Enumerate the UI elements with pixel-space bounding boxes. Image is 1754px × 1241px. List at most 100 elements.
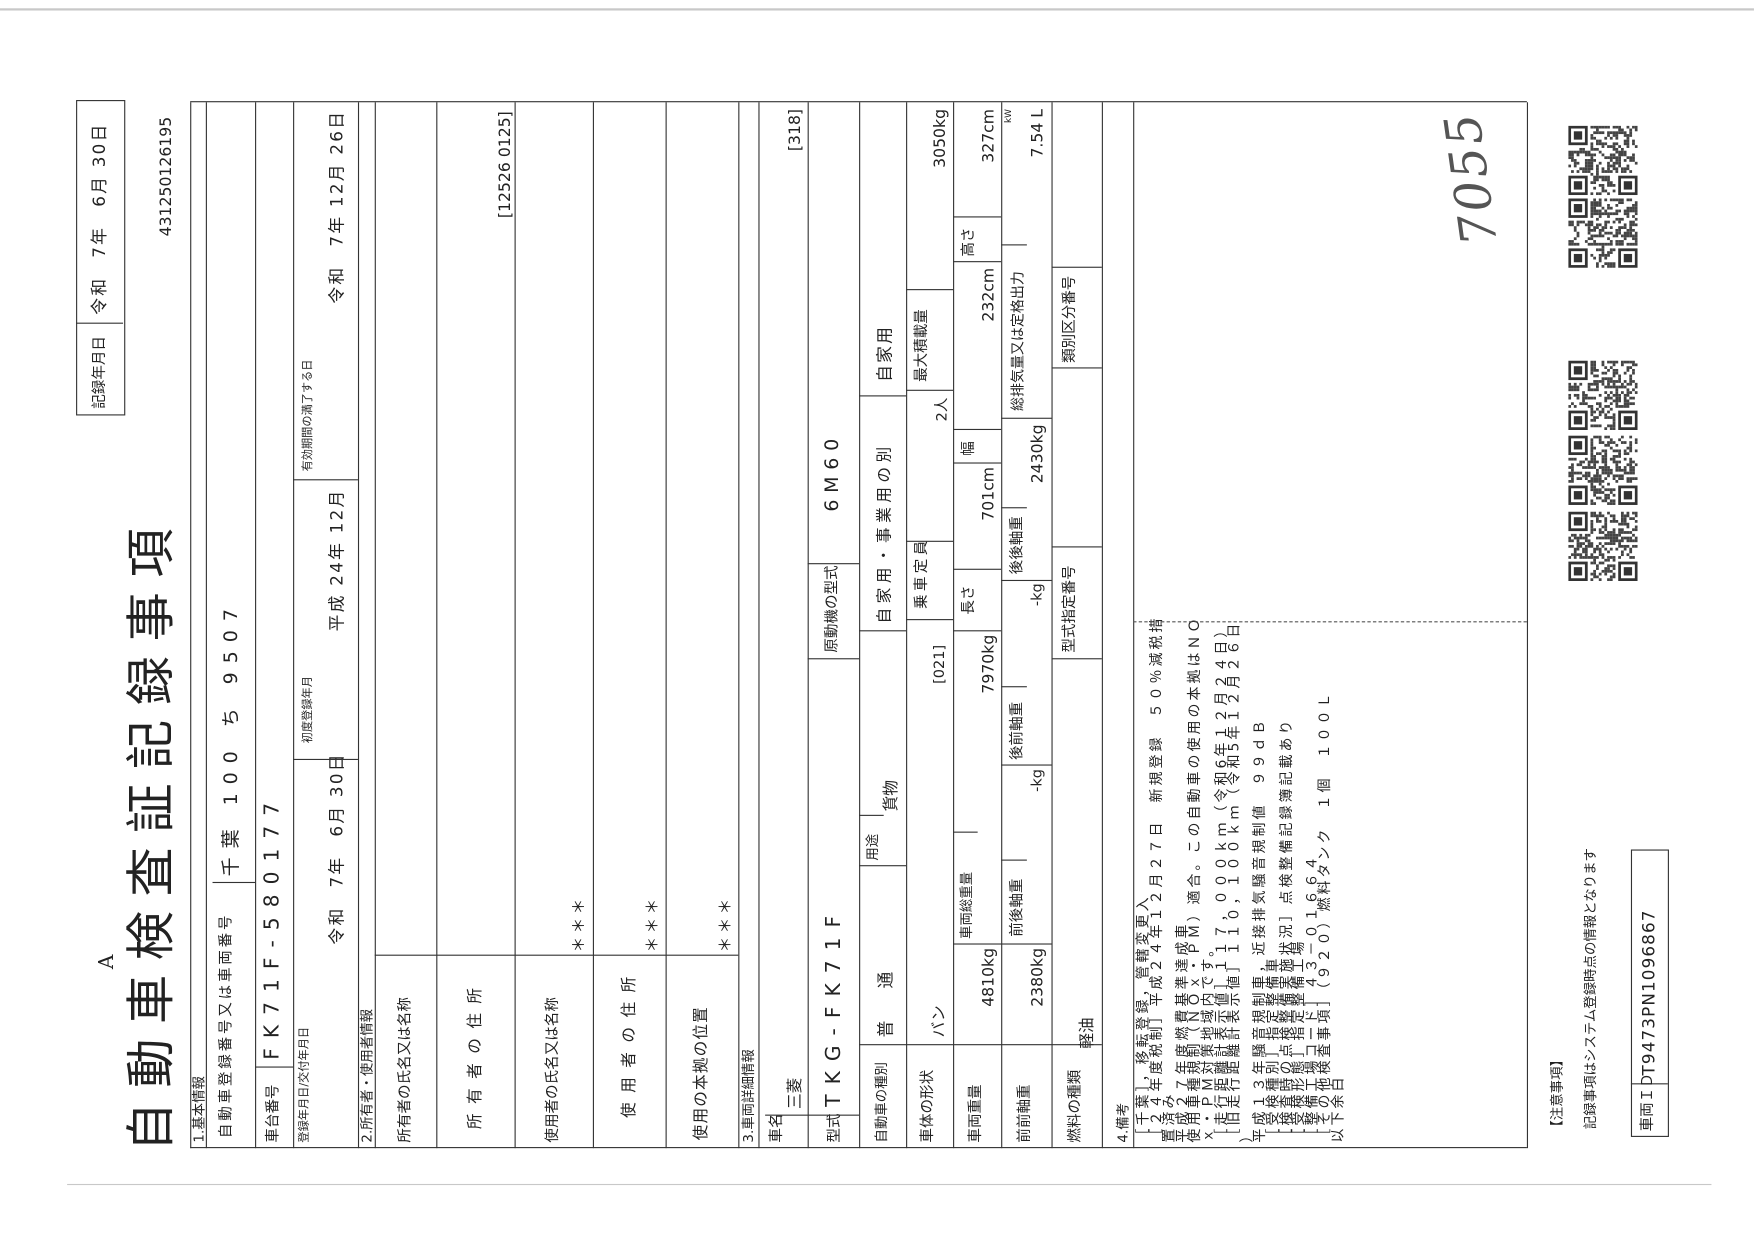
table-rule [953, 428, 1002, 431]
table-rule [514, 102, 516, 1149]
private-business-value: 自家用 [874, 324, 895, 382]
rr-axle-label: 後後軸重 [1008, 516, 1026, 575]
table-rule [1001, 859, 1027, 861]
registration-label: 自動車登録番号又は車両番号 [218, 912, 235, 1139]
model-value: TKG-FK71F [822, 905, 846, 1107]
table-rule [807, 102, 809, 1149]
table-rule [807, 562, 860, 565]
form-letter: A [95, 954, 119, 970]
capacity-value: 2人 [934, 397, 951, 422]
type-approval-label: 型式指定番号 [1061, 565, 1079, 653]
vehicle-class-value: 普 通 [875, 958, 896, 1038]
scan-edge [0, 8, 1754, 11]
table-rule [859, 814, 884, 816]
notice-heading: 【注意事項】 [1549, 1053, 1565, 1134]
table-rule [859, 395, 907, 397]
first-registration-label: 初度登録年月 [302, 676, 315, 744]
table-rule [906, 618, 954, 621]
car-name-value: 三菱 [786, 1077, 805, 1110]
ff-axle-label: 前前軸重 [1016, 1084, 1034, 1143]
width-value: 232cm [979, 267, 998, 322]
table-rule [1051, 546, 1102, 548]
user-name-value: ＊＊＊ [570, 895, 589, 953]
handwritten-note: 7055 [1433, 108, 1510, 249]
table-rule [953, 630, 1002, 632]
table-rule [1001, 685, 1027, 688]
remarks-line: 以下余白 [1328, 1074, 1346, 1143]
private-business-label: 自家用・事業用の別 [875, 442, 894, 624]
record-date-value: 令和 7年 6月 30日 [89, 122, 110, 315]
vehicle-weight-label: 車両重量 [967, 1084, 985, 1143]
table-rule [807, 657, 860, 660]
table-rule [1051, 266, 1102, 268]
table-rule [906, 288, 954, 291]
table-rule [953, 943, 1052, 945]
table-rule [758, 102, 760, 1149]
fr-axle-value: -kg [1029, 768, 1046, 792]
length-label: 長さ [960, 585, 978, 615]
body-shape-value: バン [930, 1005, 949, 1038]
capacity-label: 乗車定員 [913, 537, 931, 609]
table-rule [374, 954, 739, 956]
owner-name-label: 所有者の氏名又は名称 [397, 997, 414, 1143]
displacement-label: 総排気量又は定格出力 [1008, 271, 1026, 411]
table-rule [906, 102, 908, 1149]
gross-weight-value: 7970kg [979, 634, 998, 694]
owner-code: [12526 0125] [496, 111, 515, 219]
qr-code [1568, 435, 1638, 505]
gross-weight-label: 車両総重量 [958, 871, 975, 939]
table-rule [293, 758, 358, 761]
height-value: 327cm [979, 108, 998, 163]
table-rule [1526, 102, 1529, 1149]
max-load-value: 3050kg [931, 108, 950, 168]
table-rule [190, 100, 1527, 103]
use-value: 貨物 [882, 780, 901, 812]
section-remarks-heading: 4.備考 [1115, 1102, 1131, 1143]
engine-model-label: 原動機の型式 [824, 565, 842, 653]
user-name-label: 使用者の氏名又は名称 [544, 997, 562, 1143]
qr-code [1568, 360, 1638, 431]
record-date-label: 記録年月日 [91, 336, 109, 409]
table-rule [859, 864, 907, 867]
table-rule [190, 102, 192, 1149]
table-rule [1001, 244, 1027, 246]
table-rule [1001, 764, 1052, 766]
qr-code [1568, 198, 1638, 268]
rf-axle-value: -kg [1029, 583, 1046, 607]
table-rule [1051, 367, 1102, 369]
base-location-value: ＊＊＊ [717, 895, 735, 953]
table-rule [953, 260, 1002, 263]
notice-text: 記録事項はシステム登録時点の情報となります [1582, 848, 1599, 1130]
table-rule [859, 1043, 1102, 1046]
registration-value: 千葉 100 ち 9507 [220, 600, 243, 877]
table-rule [953, 216, 1002, 218]
table-rule [1001, 506, 1027, 509]
table-rule [255, 1066, 294, 1068]
table-rule [357, 102, 360, 1149]
rr-axle-value: 2430kg [1029, 424, 1048, 484]
displacement-value: 7.54 L [1029, 108, 1048, 158]
expiry-date-label: 有効期間の満了する日 [302, 359, 315, 472]
fuel-type-label: 燃料の種類 [1067, 1069, 1084, 1143]
first-registration-value: 平成 24年 12月 [326, 488, 347, 632]
table-rule [1133, 102, 1135, 1149]
engine-model-value: 6M60 [821, 432, 844, 512]
user-address-value: ＊＊＊ [644, 895, 663, 953]
table-rule [374, 102, 377, 1149]
body-shape-label: 車体の形状 [919, 1069, 937, 1143]
table-rule [906, 389, 954, 391]
base-location-label: 使用の本拠の位置 [692, 1006, 711, 1141]
chassis-label: 車台番号 [265, 1084, 282, 1143]
category-number-label: 類別区分番号 [1061, 275, 1079, 363]
page-title: 自動車検査証記録事項 [123, 513, 181, 1152]
table-rule [765, 1114, 860, 1116]
use-label: 用途 [864, 833, 881, 861]
vehicle-id-value: T9473PN1096867 [1638, 909, 1659, 1076]
remarks-line: ［旧走行距離計表示値］１１０，１００ｋｍ（令和5年１２月２６日 [1225, 620, 1242, 1143]
table-rule [205, 102, 208, 1149]
table-rule [738, 102, 740, 1149]
issue-date-label: 登録年月日/交付年月日 [298, 1026, 311, 1143]
rf-axle-label: 後前軸重 [1008, 701, 1026, 761]
table-rule [293, 102, 295, 1149]
section-owner-heading: 2.所有者・使用者情報 [359, 1008, 375, 1143]
